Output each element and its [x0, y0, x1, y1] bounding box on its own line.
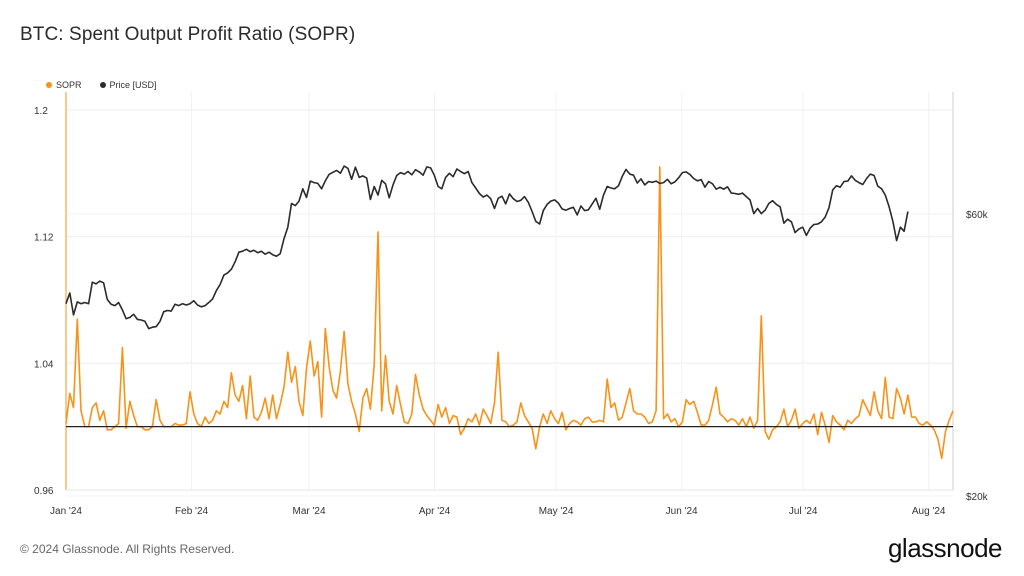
y-left-tick-label: 1.04: [34, 359, 54, 370]
x-tick-label: May '24: [539, 506, 574, 517]
legend-item-sopr[interactable]: SOPR: [46, 80, 82, 90]
copyright-footer: © 2024 Glassnode. All Rights Reserved.: [20, 542, 235, 556]
x-tick-label: Mar '24: [292, 506, 325, 517]
y-left-tick-label: 1.2: [34, 106, 48, 117]
legend-label-sopr: SOPR: [56, 80, 82, 90]
chart-title: BTC: Spent Output Profit Ratio (SOPR): [20, 24, 356, 45]
series-line-sopr: [65, 166, 954, 460]
legend-label-price: Price [USD]: [109, 80, 157, 90]
x-tick-label: Apr '24: [419, 506, 451, 517]
y-right-tick-label: $60k: [966, 210, 989, 221]
legend-swatch-price: [99, 82, 106, 88]
y-right-tick-label: $20k: [966, 492, 989, 503]
x-tick-label: Jul '24: [789, 506, 818, 517]
glassnode-logo: glassnode: [887, 533, 1003, 563]
y-left-tick-label: 0.96: [34, 486, 54, 497]
x-tick-label: Jun '24: [666, 506, 698, 517]
x-tick-label: Feb '24: [175, 506, 208, 517]
series-line-price: [65, 165, 909, 330]
legend-item-price[interactable]: Price [USD]: [99, 80, 157, 90]
y-left-tick-label: 1.12: [34, 233, 54, 244]
x-tick-label: Jan '24: [50, 506, 82, 517]
x-tick-label: Aug '24: [912, 506, 946, 517]
legend-swatch-sopr: [46, 82, 52, 88]
chart-legend: SOPR Price [USD]: [46, 80, 157, 90]
